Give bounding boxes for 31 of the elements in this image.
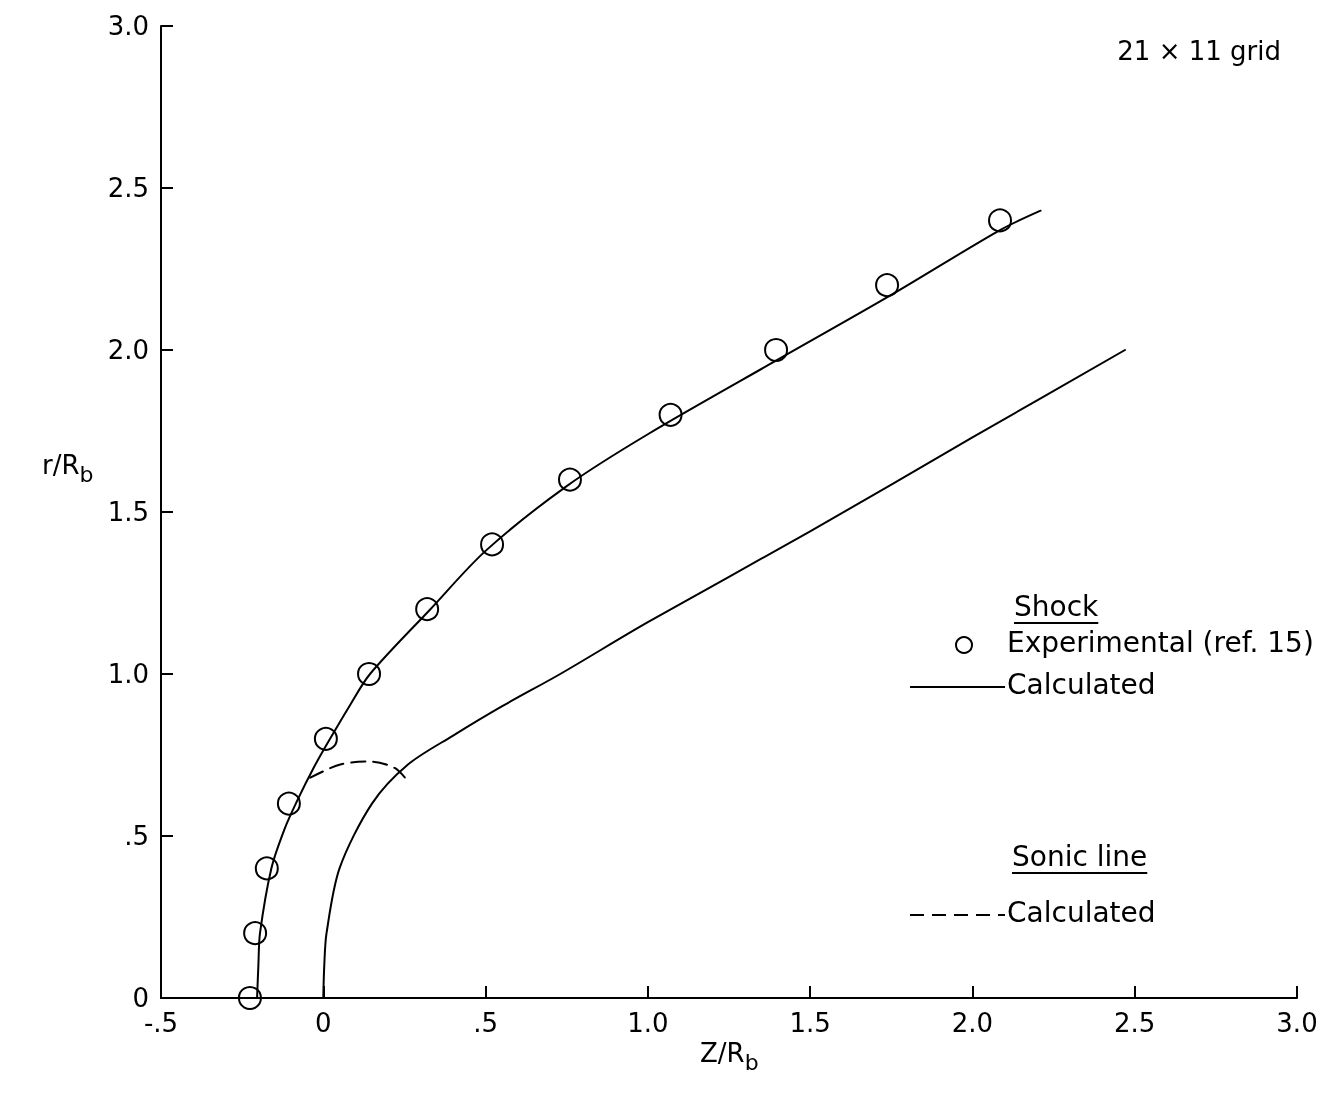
x-tick-label: 1.0 (627, 1008, 669, 1038)
point (557, 467, 582, 492)
point (875, 273, 900, 298)
y-tick-label: 1.5 (107, 497, 149, 527)
point (480, 532, 505, 557)
point (988, 208, 1013, 233)
annotation: Sonic line (1012, 840, 1148, 874)
point (764, 338, 789, 362)
y-tick-label: 2.5 (107, 173, 149, 203)
x-tick-label: 1.5 (789, 1008, 831, 1038)
point (313, 726, 338, 751)
x-tick-label: .5 (473, 1008, 498, 1038)
x-tick-label: 2.5 (1114, 1008, 1156, 1038)
point (254, 856, 279, 881)
point (276, 791, 301, 816)
y-tick-label: 2.0 (107, 335, 149, 365)
point (658, 402, 683, 427)
legend-label: Calculated (1007, 895, 1156, 929)
point (243, 921, 268, 946)
legend-label: Calculated (1007, 667, 1156, 701)
y-tick-label: 1.0 (107, 659, 149, 689)
y-tick-label: .5 (124, 821, 149, 851)
x-tick-label: 0 (315, 1008, 332, 1038)
legend-label: Experimental (ref. 15) (1007, 625, 1314, 659)
point (415, 597, 440, 622)
annotation: Shock (1014, 590, 1099, 624)
annotation: 21 × 11 grid (1117, 36, 1281, 66)
y-tick-label: 3.0 (107, 11, 149, 41)
point (357, 662, 382, 686)
x-tick-label: 2.0 (951, 1008, 994, 1038)
x-tick-label: 3.0 (1276, 1008, 1318, 1038)
